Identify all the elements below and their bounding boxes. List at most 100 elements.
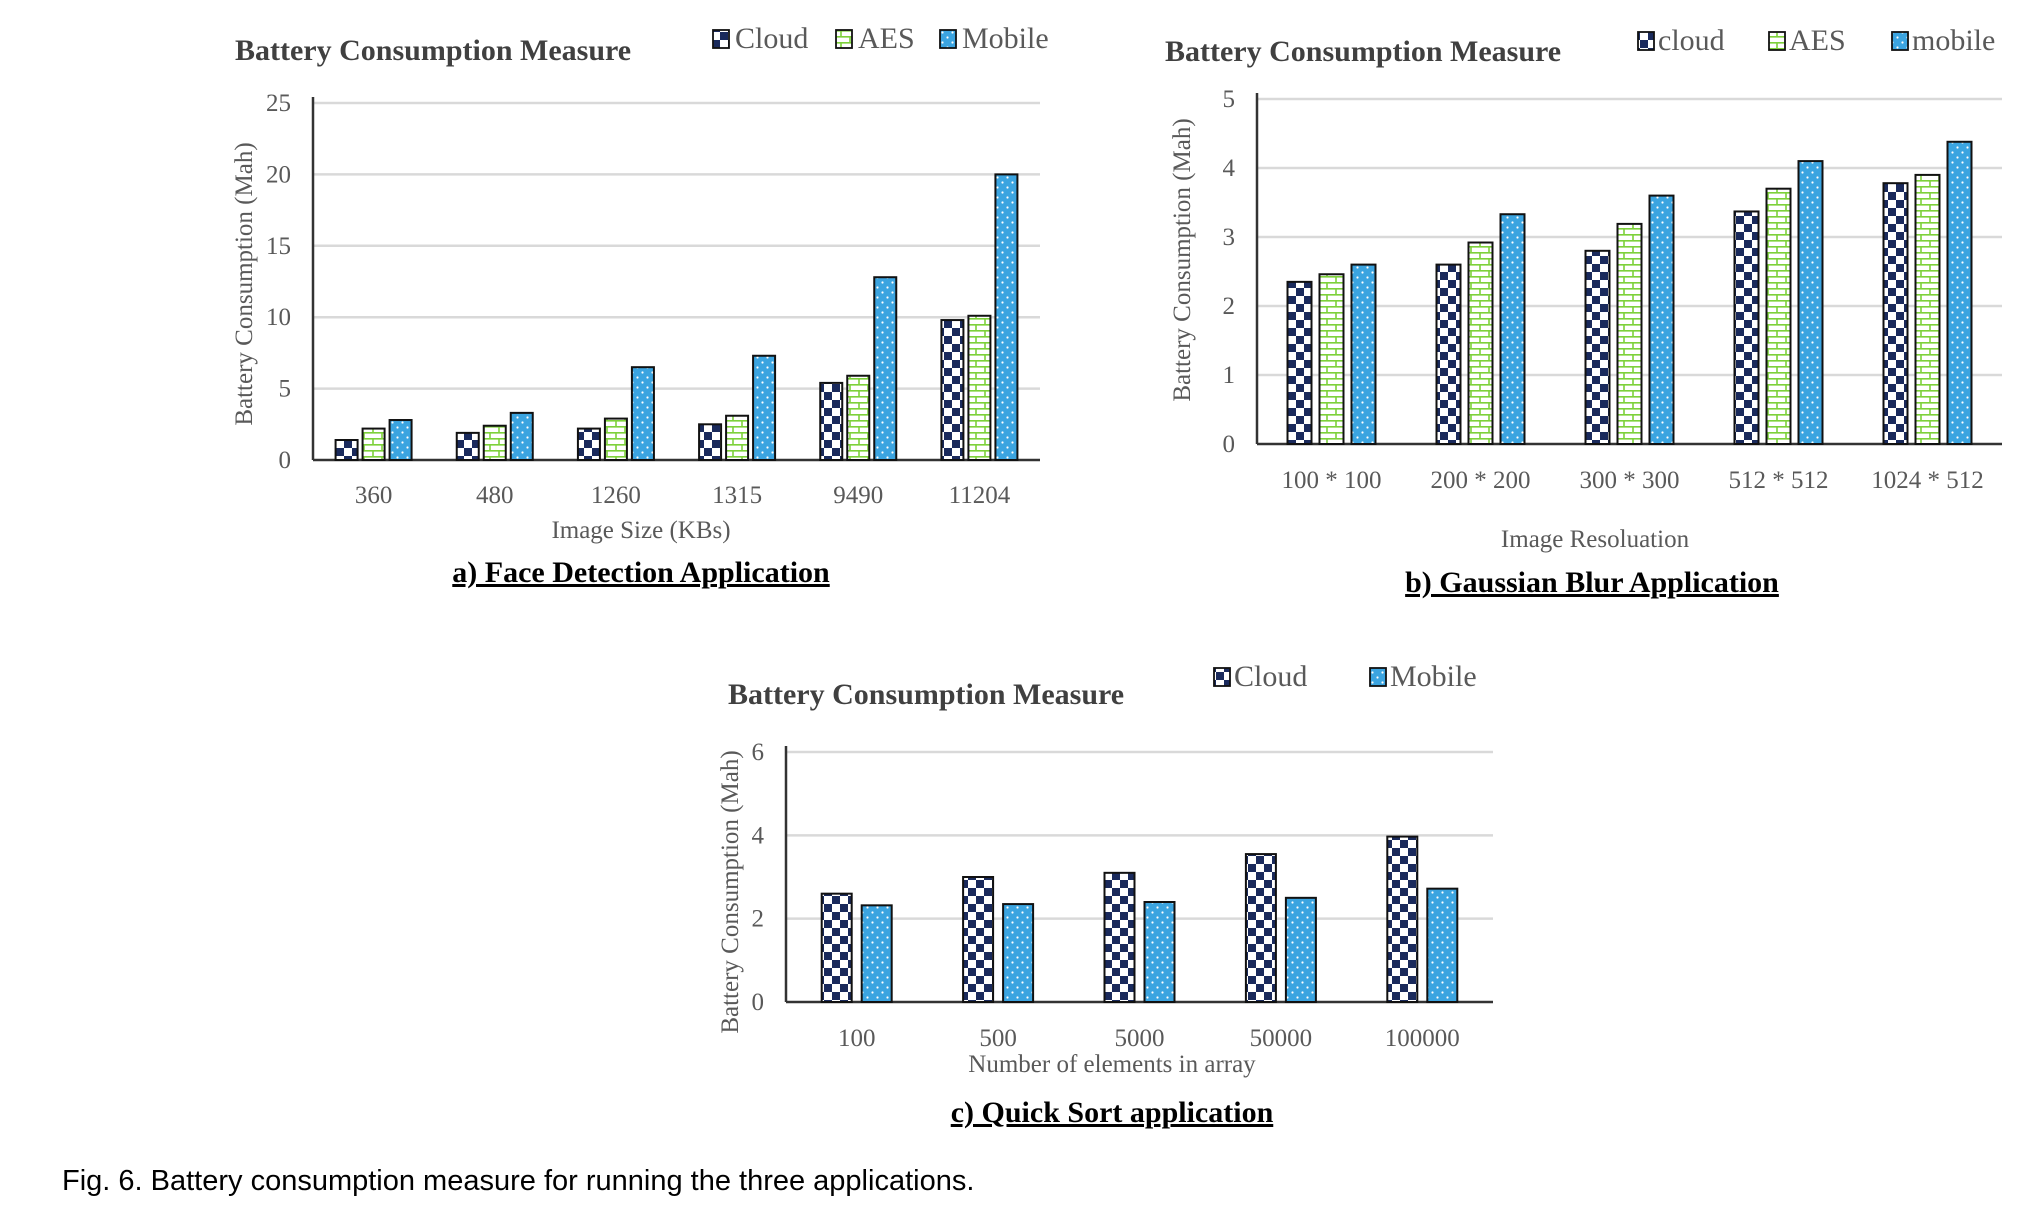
chart-b-ytick: 1 xyxy=(1223,362,1236,389)
chart-a-bar-brick xyxy=(725,414,750,461)
chart-a-xtick: 11204 xyxy=(949,482,1011,509)
chart-b-legend-label: mobile xyxy=(1912,24,1995,57)
chart-c-bar-checker xyxy=(820,892,853,1004)
chart-b-xtick: 200 * 200 xyxy=(1431,467,1531,494)
chart-c-bar-checker xyxy=(1386,835,1419,1003)
chart-a-legend-swatch xyxy=(939,29,957,49)
chart-a-ytick: 5 xyxy=(279,376,292,403)
chart-c-legend-label: Mobile xyxy=(1390,660,1477,693)
chart-c-ytick: 6 xyxy=(752,739,765,766)
chart-c-ticks: 0 2 4 6 100 500 5000 50000 100000 xyxy=(752,739,1460,1052)
chart-b-legend-label: cloud xyxy=(1658,24,1725,57)
chart-a-bar-dots xyxy=(388,419,413,461)
chart-a-bar-dots xyxy=(509,411,534,462)
chart-a-xtick: 9490 xyxy=(833,482,883,509)
chart-c-legend-swatch xyxy=(1213,667,1231,687)
chart-a-subtitle: a) Face Detection Application xyxy=(452,556,830,589)
chart-c: Battery Consumption Measure Battery Cons… xyxy=(717,660,1493,1129)
chart-a-bar-checker xyxy=(455,431,480,462)
chart-a-title: Battery Consumption Measure xyxy=(235,34,631,67)
chart-b-bar-brick xyxy=(1765,187,1792,445)
chart-a-ytick: 10 xyxy=(266,304,291,331)
chart-c-xtick: 100 xyxy=(838,1025,876,1052)
chart-c-xtick: 5000 xyxy=(1115,1025,1165,1052)
chart-b-ytick: 4 xyxy=(1223,155,1236,182)
chart-b-bar-dots xyxy=(1797,160,1824,445)
chart-a-legend: Cloud AES Mobile xyxy=(712,22,1049,55)
chart-a-bar-brick xyxy=(603,417,628,462)
chart-a-bar-checker xyxy=(334,439,359,461)
figure-caption: Fig. 6. Battery consumption measure for … xyxy=(62,1165,974,1197)
chart-b-bar-dots xyxy=(1946,140,1973,445)
chart-b-ticks: 0 1 2 3 4 5 100 * 100 200 * 200 300 * 300 512 * 5… xyxy=(1223,86,1984,494)
chart-a-ticks: 0 5 10 15 20 25 360 480 1260 1315 9490 11204 xyxy=(266,90,1011,509)
chart-a-bar-brick xyxy=(482,424,507,461)
chart-a-legend-label: AES xyxy=(858,22,915,55)
chart-b-title: Battery Consumption Measure xyxy=(1165,35,1561,68)
chart-b-bar-checker xyxy=(1733,210,1760,445)
chart-b-ytick: 3 xyxy=(1223,224,1236,251)
chart-c-xtick: 100000 xyxy=(1385,1025,1460,1052)
chart-b-bar-checker xyxy=(1584,249,1611,445)
chart-a-ytick: 0 xyxy=(279,447,292,474)
chart-c-xtick: 500 xyxy=(979,1025,1017,1052)
chart-a-xtick: 1315 xyxy=(712,482,762,509)
chart-a-bar-brick xyxy=(361,427,386,462)
chart-b-bar-checker xyxy=(1435,263,1462,445)
chart-b-bar-dots xyxy=(1350,263,1377,445)
chart-c-legend-swatch xyxy=(1369,667,1387,687)
chart-c-bar-checker xyxy=(962,876,995,1003)
chart-b-subtitle: b) Gaussian Blur Application xyxy=(1405,566,1779,599)
chart-a-bar-checker xyxy=(576,427,601,462)
chart-b-bar-dots xyxy=(1499,213,1526,445)
chart-c-bar-dots xyxy=(1143,901,1176,1003)
chart-c-bar-dots xyxy=(1002,903,1035,1003)
chart-a-ytick: 15 xyxy=(266,233,291,260)
chart-a-bar-brick xyxy=(846,374,871,461)
chart-a-bar-dots xyxy=(994,173,1019,461)
chart-a-bar-dots xyxy=(630,366,655,461)
chart-a: Battery Consumption Measure Battery Cons… xyxy=(231,22,1049,589)
chart-b-bar-dots xyxy=(1648,194,1675,445)
chart-b-bar-brick xyxy=(1318,273,1345,446)
chart-a-bar-brick xyxy=(967,314,992,461)
chart-c-subtitle: c) Quick Sort application xyxy=(951,1096,1274,1129)
chart-a-bar-checker xyxy=(698,423,723,461)
chart-a-ylabel: Battery Consumption (Mah) xyxy=(231,142,258,425)
chart-c-legend: Cloud Mobile xyxy=(1213,660,1477,693)
chart-b-ytick: 0 xyxy=(1223,431,1236,458)
chart-a-legend-label: Mobile xyxy=(962,22,1049,55)
chart-c-bar-checker xyxy=(1244,853,1277,1003)
chart-a-bar-dots xyxy=(873,276,898,461)
chart-a-ytick: 20 xyxy=(266,161,291,188)
chart-c-grid xyxy=(784,746,1493,1004)
chart-a-xtick: 360 xyxy=(355,482,393,509)
chart-c-xlabel: Number of elements in array xyxy=(968,1051,1256,1078)
chart-b-xlabel: Image Resoluation xyxy=(1501,526,1690,553)
chart-b-xtick: 1024 * 512 xyxy=(1871,467,1984,494)
chart-a-legend-swatch xyxy=(712,29,730,49)
chart-b-bar-brick xyxy=(1616,222,1643,445)
chart-b-bar-checker xyxy=(1286,280,1313,445)
chart-b-bar-brick xyxy=(1914,173,1941,445)
chart-c-ytick: 4 xyxy=(752,822,765,849)
chart-b-legend: cloud AES mobile xyxy=(1637,24,1995,57)
chart-c-bar-dots xyxy=(1426,887,1459,1004)
chart-a-xtick: 480 xyxy=(476,482,514,509)
chart-b-ylabel: Battery Consumption (Mah) xyxy=(1169,118,1196,401)
chart-b-legend-swatch xyxy=(1891,31,1909,51)
chart-b: Battery Consumption Measure Battery Cons… xyxy=(1165,24,2002,599)
chart-b-xtick: 300 * 300 xyxy=(1580,467,1680,494)
chart-a-legend-swatch xyxy=(835,29,853,49)
chart-b-legend-swatch xyxy=(1768,31,1786,51)
chart-a-xlabel: Image Size (KBs) xyxy=(551,517,730,544)
chart-c-xtick: 50000 xyxy=(1250,1025,1313,1052)
chart-a-xtick: 1260 xyxy=(591,482,641,509)
chart-c-bar-dots xyxy=(860,904,893,1003)
chart-b-ytick: 2 xyxy=(1223,293,1236,320)
chart-b-bar-checker xyxy=(1882,182,1909,445)
chart-c-ytick: 2 xyxy=(752,906,765,933)
chart-a-bars xyxy=(334,173,1019,462)
chart-c-title: Battery Consumption Measure xyxy=(728,678,1124,711)
